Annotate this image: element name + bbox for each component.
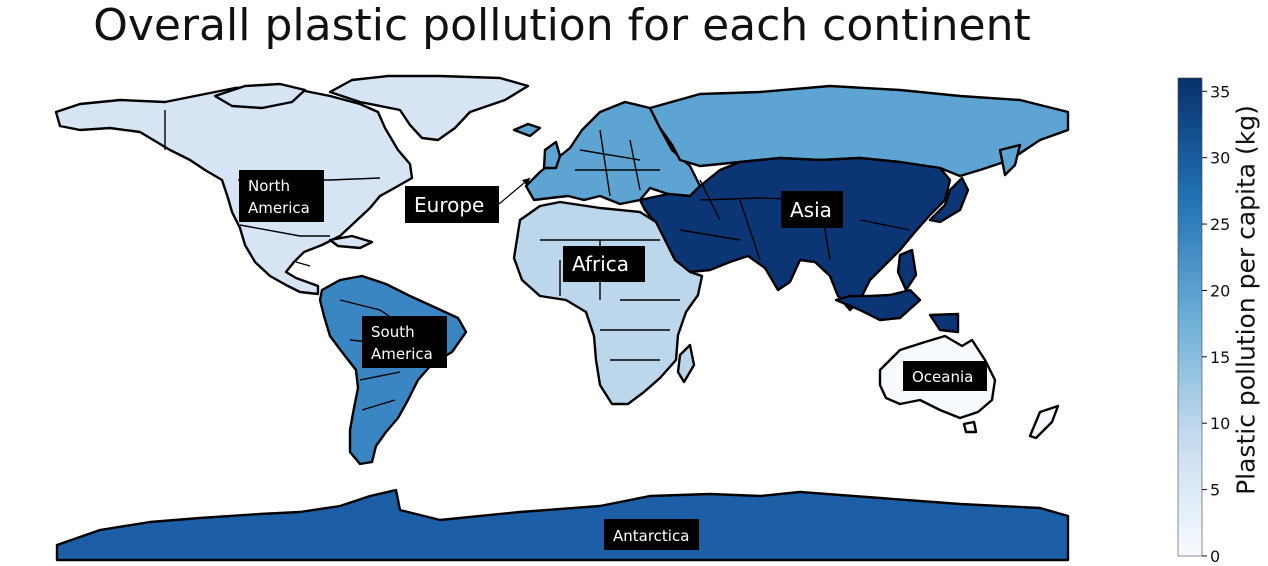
africa-shape [512, 200, 704, 406]
north-america-shape [54, 84, 414, 296]
new-zealand-shape [1028, 404, 1060, 440]
philippines-shape [896, 248, 918, 292]
label-europe: Europe [405, 177, 531, 223]
label-south-america: South America [362, 316, 447, 368]
label-north-america: North America [239, 170, 324, 222]
asia-shape [638, 156, 952, 312]
colorbar-tick-label: 15 [1210, 348, 1230, 367]
colorbar-tick-label: 35 [1210, 82, 1230, 101]
colorbar-tick-label: 5 [1210, 481, 1220, 500]
colorbar-tick-label: 20 [1210, 281, 1230, 300]
chart-title: Overall plastic pollution for each conti… [93, 0, 1031, 51]
label-europe-text: Europe [414, 193, 484, 217]
label-antarctica: Antarctica [604, 519, 699, 550]
region-asia [638, 156, 970, 334]
region-antarctica [55, 488, 1070, 562]
japan-shape [928, 176, 970, 224]
region-russia [648, 84, 1070, 178]
label-antarctica-text: Antarctica [613, 527, 689, 545]
label-africa-text: Africa [572, 252, 629, 276]
label-africa: Africa [563, 246, 645, 282]
colorbar: 0 5 10 15 20 25 30 35 [1177, 77, 1230, 566]
label-south-america-line2: America [371, 345, 433, 363]
iceland-shape [512, 122, 542, 138]
label-north-america-line1: North [248, 177, 290, 195]
label-asia-text: Asia [790, 198, 832, 222]
antarctica-shape [55, 488, 1070, 562]
new-guinea-shape [928, 312, 960, 334]
colorbar-ticks: 0 5 10 15 20 25 30 35 [1202, 82, 1230, 566]
label-asia: Asia [781, 191, 843, 228]
russia-shape [648, 84, 1070, 178]
colorbar-tick-label: 25 [1210, 215, 1230, 234]
caribbean-shape [328, 234, 374, 250]
region-north-america [54, 74, 530, 296]
uk-shape [542, 140, 562, 170]
colorbar-tick-label: 0 [1210, 547, 1220, 566]
madagascar-shape [676, 343, 696, 384]
label-north-america-line2: America [248, 199, 310, 217]
colorbar-label-text: Plastic pollution per capita (kg) [1231, 105, 1261, 495]
kamchatka-shape [998, 143, 1022, 177]
label-oceania: Oceania [903, 361, 987, 391]
south-america-shape [318, 274, 468, 466]
colorbar-gradient [1177, 77, 1203, 557]
colorbar-tick-label: 10 [1210, 414, 1230, 433]
region-south-america [318, 274, 468, 466]
label-oceania-text: Oceania [912, 368, 973, 386]
greenland-shape [328, 74, 530, 142]
colorbar-tick-label: 30 [1210, 149, 1230, 168]
label-south-america-line1: South [371, 323, 415, 341]
tasmania-shape [962, 420, 978, 434]
indonesia-shape [834, 288, 922, 322]
arctic-islands-shape [213, 82, 307, 110]
